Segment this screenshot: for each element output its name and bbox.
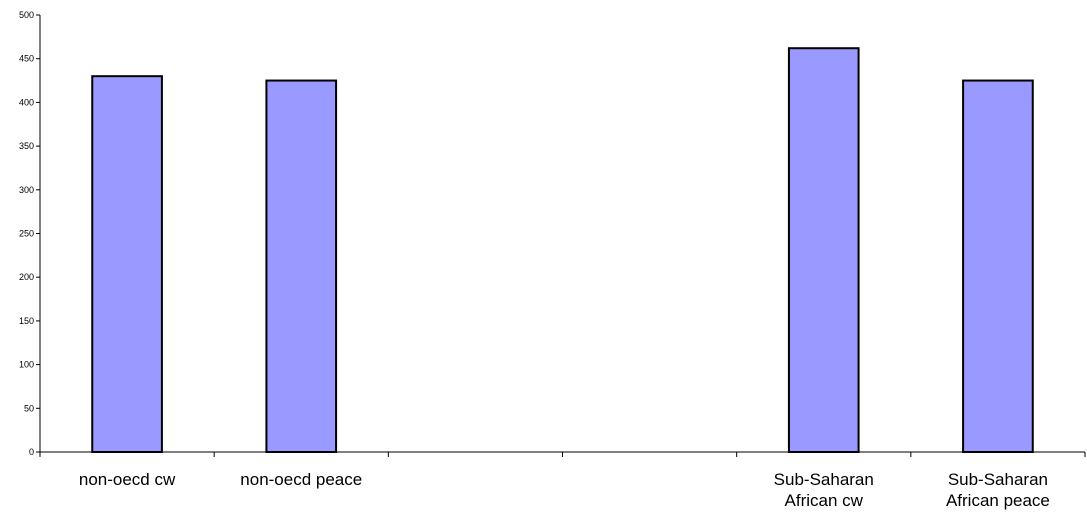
category-label: Sub-Saharan: [948, 470, 1048, 489]
category-label: Sub-Saharan: [774, 470, 874, 489]
y-tick-label: 0: [29, 447, 34, 457]
category-label: African cw: [785, 491, 864, 510]
category-labels: non-oecd cw non-oecd peace Sub-Saharan Afri…: [79, 470, 1050, 510]
x-axis: [39, 451, 1086, 457]
y-axis: 0 50 100 150 200 250 300 350 400 450 500: [19, 10, 41, 457]
y-tick-label: 100: [19, 360, 34, 370]
y-tick-label: 500: [19, 10, 34, 20]
y-tick-label: 200: [19, 272, 34, 282]
bar: [91, 75, 163, 454]
category-label: non-oecd cw: [79, 470, 176, 489]
bar: [787, 47, 860, 453]
bar: [265, 79, 338, 454]
y-tick-label: 300: [19, 185, 34, 195]
category-label: non-oecd peace: [240, 470, 362, 489]
category-label: African peace: [946, 491, 1050, 510]
y-tick-label: 350: [19, 141, 34, 151]
bars: [91, 47, 1034, 454]
y-tick-label: 150: [19, 316, 34, 326]
bar: [962, 79, 1034, 454]
y-tick-label: 250: [19, 229, 34, 239]
y-tick-label: 50: [24, 403, 34, 413]
y-tick-label: 450: [19, 54, 34, 64]
y-tick-label: 400: [19, 97, 34, 107]
